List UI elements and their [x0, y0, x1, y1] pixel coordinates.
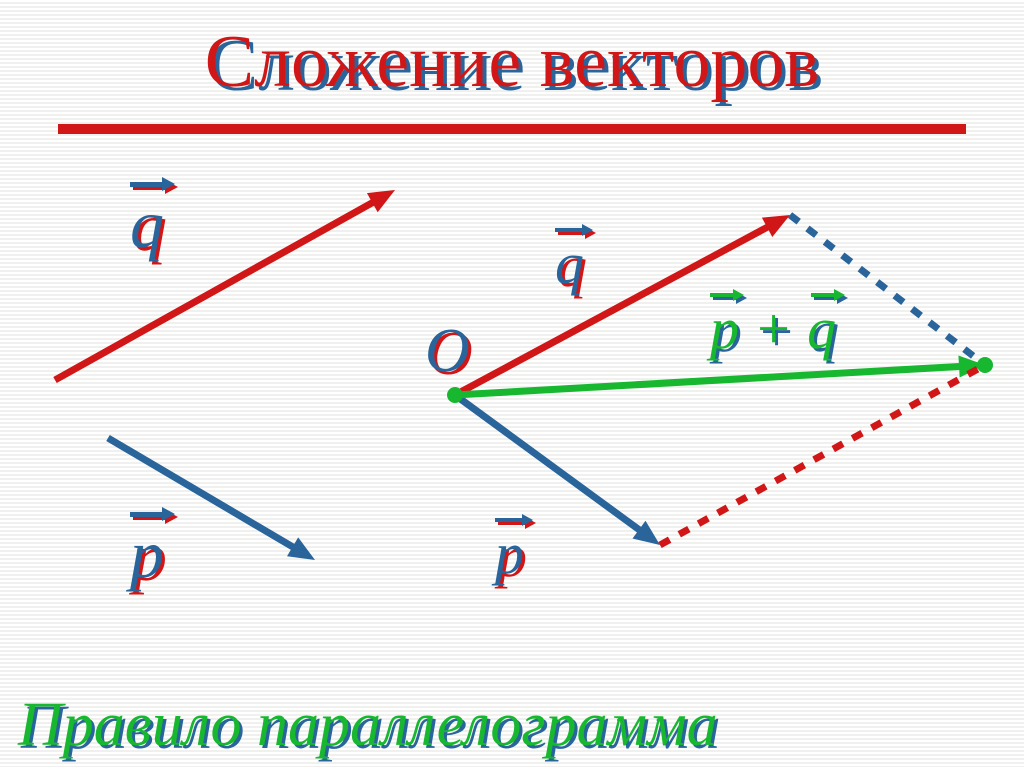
- label-p_left_label: pp: [130, 520, 164, 588]
- slide-subtitle-text: Правило параллелограмма: [18, 691, 718, 759]
- label-p_main_label: pp: [495, 525, 524, 583]
- label-q_left_label: qq: [130, 190, 164, 258]
- vector-diagram: [0, 0, 1024, 767]
- label-sum_label: p + qp + q: [710, 300, 836, 358]
- slide-canvas: Сложение векторов Сложение векторов qqpp…: [0, 0, 1024, 767]
- label-o_label: OO: [425, 320, 470, 382]
- slide-subtitle: Правило параллелограмма Правило параллел…: [18, 690, 718, 761]
- label-q_main_label: qq: [555, 235, 584, 293]
